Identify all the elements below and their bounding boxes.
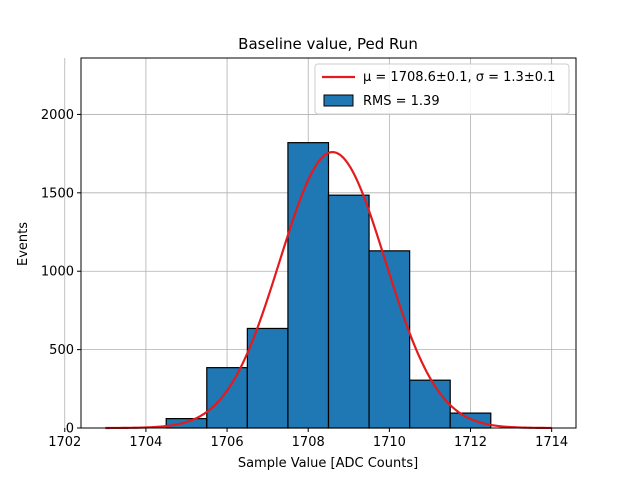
- histogram-bar: [165, 417, 208, 429]
- y-axis-label: Events: [16, 222, 31, 266]
- histogram-bar: [368, 250, 411, 429]
- y-axis-ticks: 0 500 1000 1500 2000: [41, 108, 81, 437]
- histogram-bar: [327, 194, 370, 429]
- legend-box: [314, 63, 570, 115]
- legend-histogram-label: RMS = 1.39: [363, 94, 440, 109]
- x-tick-label: 1708: [292, 435, 325, 450]
- histogram-bar: [206, 367, 248, 429]
- gaussian-fit-curve: [105, 150, 552, 430]
- x-tick-label: 1710: [373, 435, 406, 450]
- x-tick-label: 1712: [454, 435, 487, 450]
- legend-histogram-swatch: [323, 94, 354, 107]
- x-axis-label: Sample Value [ADC Counts]: [238, 456, 418, 471]
- legend-fit-label: μ = 1708.6±0.1, σ = 1.3±0.1: [363, 70, 555, 85]
- legend: μ = 1708.6±0.1, σ = 1.3±0.1 RMS = 1.39: [314, 63, 570, 115]
- y-tick-label: 1500: [41, 186, 74, 201]
- histogram-bar: [287, 142, 330, 429]
- y-tick-label: 0: [66, 422, 74, 437]
- y-tick-label: 2000: [41, 108, 74, 123]
- histogram-bar: [246, 327, 289, 429]
- histogram-bar: [409, 379, 451, 429]
- y-tick-label: 1000: [41, 265, 74, 280]
- x-tick-label: 1702: [48, 435, 81, 450]
- x-axis-ticks: 1702 1704 1706 1708 1710 1712 1714: [48, 428, 568, 450]
- plot-frame: [80, 57, 577, 429]
- histogram-bar: [449, 412, 492, 429]
- x-tick-label: 1706: [211, 435, 244, 450]
- histogram-bars: [165, 142, 492, 429]
- chart-title: Baseline value, Ped Run: [238, 35, 418, 53]
- x-tick-label: 1714: [535, 435, 568, 450]
- y-tick-label: 500: [49, 343, 74, 358]
- x-tick-label: 1704: [129, 435, 162, 450]
